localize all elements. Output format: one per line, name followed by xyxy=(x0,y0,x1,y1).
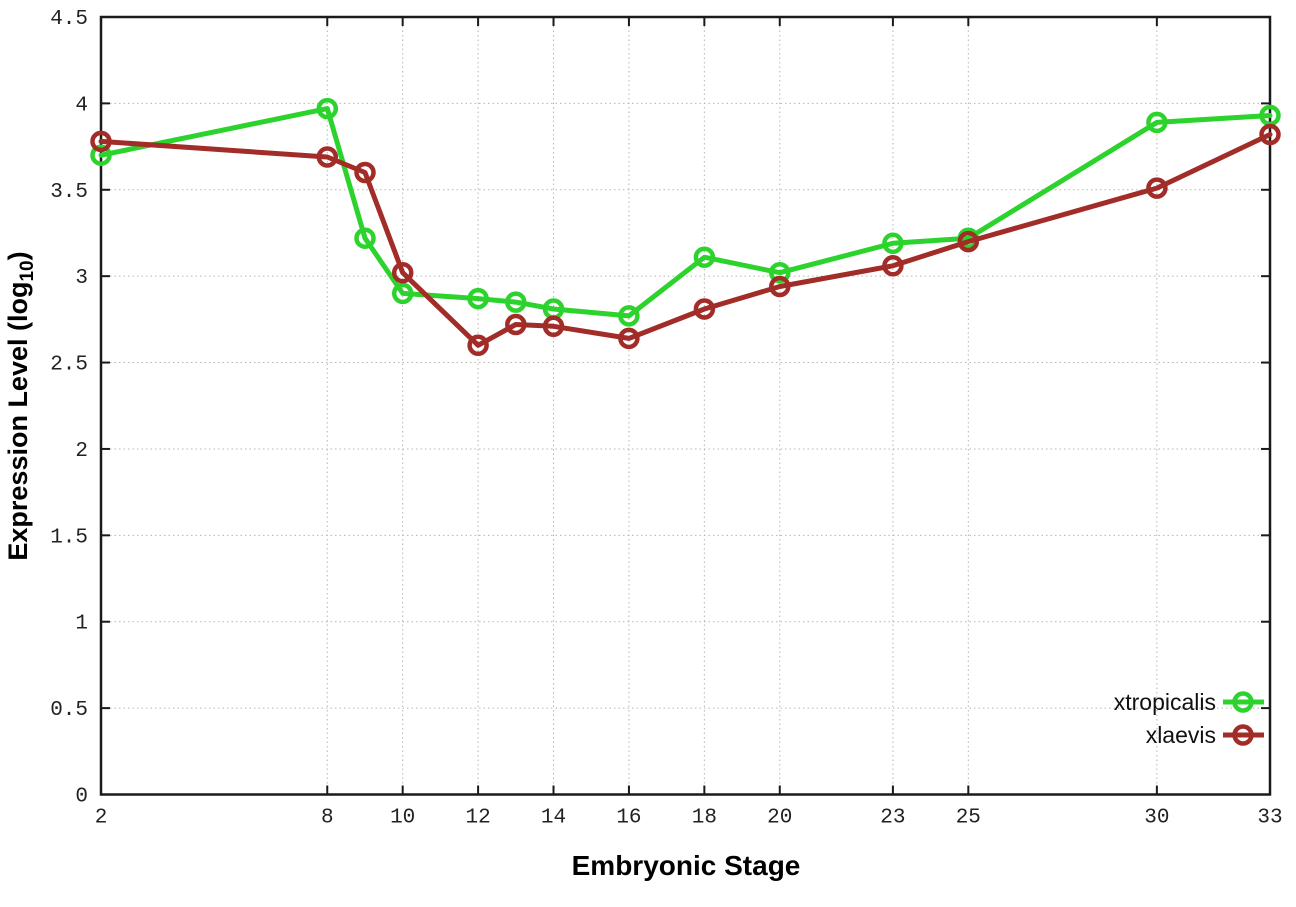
y-axis-label-close: ) xyxy=(2,251,33,261)
y-tick-label-0: 0 xyxy=(75,786,88,809)
legend: xtropicalis xlaevis xyxy=(1114,689,1264,748)
series-xlaevis-point-stage-30 xyxy=(1146,177,1168,199)
series-xtropicalis-point-stage-30 xyxy=(1146,111,1168,134)
series-xlaevis-point-stage-16 xyxy=(618,327,640,350)
series-xlaevis-point-stage-13 xyxy=(505,313,527,336)
y-axis-label-text: Expression Level (log xyxy=(2,281,33,561)
series-xlaevis-point-stage-18 xyxy=(693,298,716,320)
x-tick-label-33: 33 xyxy=(1257,807,1282,830)
series-xtropicalis-point-stage-9 xyxy=(354,227,376,249)
series-xlaevis-point-stage-20 xyxy=(769,275,791,298)
y-tick-label-0.5: 0.5 xyxy=(50,699,88,722)
series-xtropicalis-point-stage-2 xyxy=(90,144,112,166)
series-xtropicalis-point-stage-8 xyxy=(316,97,339,120)
series-xlaevis-line xyxy=(98,132,1273,348)
legend-sample-marker-xlaevis xyxy=(1232,724,1254,746)
series-xtropicalis-line xyxy=(98,106,1273,319)
series-xlaevis-point-stage-9 xyxy=(354,161,376,184)
y-tick-label-3.5: 3.5 xyxy=(50,181,88,204)
y-tick-label-2.5: 2.5 xyxy=(50,354,88,377)
series-xtropicalis-point-stage-12 xyxy=(467,287,489,310)
y-tick-label-1.5: 1.5 xyxy=(50,526,88,549)
plot-frame xyxy=(99,15,1272,796)
x-tick-label-8: 8 xyxy=(321,807,334,830)
y-tick-label-3: 3 xyxy=(75,267,88,290)
legend-label-xlaevis: xlaevis xyxy=(1146,722,1216,748)
y-tick-label-1: 1 xyxy=(75,613,88,636)
series-xtropicalis-point-stage-18 xyxy=(693,246,716,268)
series-xlaevis-point-stage-14 xyxy=(542,315,565,338)
x-tick-label-12: 12 xyxy=(465,807,490,830)
x-tick-label-25: 25 xyxy=(956,807,981,830)
x-tick-label-30: 30 xyxy=(1144,807,1169,830)
series-xtropicalis xyxy=(90,97,1281,327)
y-tick-label-4: 4 xyxy=(75,94,88,117)
series-xlaevis-point-stage-12 xyxy=(467,334,489,357)
y-tick-label-4.5: 4.5 xyxy=(50,8,88,31)
series-xtropicalis-point-stage-10 xyxy=(391,282,414,305)
series-xtropicalis-point-stage-16 xyxy=(618,305,640,327)
x-tick-label-18: 18 xyxy=(692,807,717,830)
legend-label-xtropicalis: xtropicalis xyxy=(1114,689,1216,715)
x-tick-label-14: 14 xyxy=(541,807,566,830)
series-xtropicalis-point-stage-13 xyxy=(505,291,527,313)
x-tick-label-10: 10 xyxy=(390,807,415,830)
series-xtropicalis-point-stage-23 xyxy=(882,232,904,255)
x-tick-label-20: 20 xyxy=(767,807,792,830)
series-xlaevis-point-stage-25 xyxy=(957,230,980,253)
series-xlaevis-point-stage-33 xyxy=(1259,123,1281,146)
x-axis-label: Embryonic Stage xyxy=(571,850,801,881)
legend-sample-marker-xtropicalis xyxy=(1232,691,1254,713)
y-axis-label: Expression Level (log10) xyxy=(3,251,39,560)
y-axis-label-subscript: 10 xyxy=(17,260,39,282)
series-xlaevis-point-stage-2 xyxy=(90,130,112,153)
y-tick-label-2: 2 xyxy=(75,440,88,463)
x-tick-label-2: 2 xyxy=(95,807,108,830)
x-tick-label-16: 16 xyxy=(616,807,641,830)
series-xlaevis-point-stage-23 xyxy=(882,255,904,277)
x-tick-label-23: 23 xyxy=(880,807,905,830)
series-xlaevis-point-stage-10 xyxy=(391,261,414,284)
series-xlaevis xyxy=(90,123,1281,357)
series-xlaevis-point-stage-8 xyxy=(316,146,339,168)
series-xtropicalis-point-stage-20 xyxy=(769,261,791,284)
